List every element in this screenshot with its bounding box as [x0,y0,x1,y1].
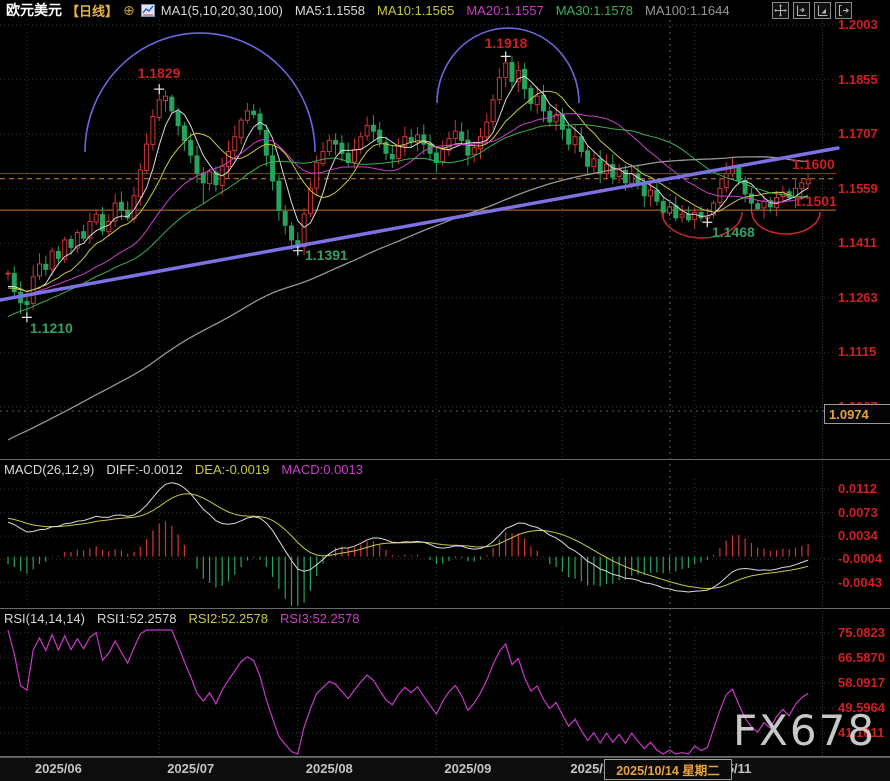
crosshair-date-box: 2025/10/14 星期二 [604,759,732,780]
macd-header-item: MACD(26,12,9) [4,462,95,477]
ma-value-label: MA100:1.1644 [645,2,730,18]
rsi-axis-tick: 58.0917 [838,675,885,690]
macd-axis-tick: -0.0004 [838,551,883,566]
level-price-label: 1.1600 [792,156,835,172]
ma-value-label: MA10:1.1565 [377,2,455,18]
macd-axis-tick: 0.0034 [838,528,878,544]
keypoint-label: 1.1829 [137,65,181,81]
auto-scale-icon[interactable] [814,2,831,19]
price-axis-tick: 1.2003 [838,17,878,32]
price-axis-tick: 1.1263 [838,289,878,305]
keypoint-label: 1.1391 [305,247,348,263]
watermark-logo: FX678 [733,706,877,755]
ma-value-label: MA5:1.1558 [294,2,365,18]
date-axis-label: 2025/08 [305,761,353,776]
rsi-header-item: RSI1:52.2578 [96,611,177,626]
rsi-axis-tick: 41.1011 [838,724,885,740]
symbol-name: 欧元美元 [6,2,62,18]
ma-value-label: MA20:1.1557 [466,2,544,18]
rsi-header-item: RSI3:52.2578 [279,611,360,626]
timeframe-label[interactable]: 【日线】 [66,3,119,19]
date-axis[interactable] [0,757,890,781]
rsi-axis-tick: 75.0823 [838,625,885,640]
rsi-header: RSI(14,14,14) RSI1:52.2578 RSI2:52.2578 RSI… [4,611,371,626]
macd-header: MACD(26,12,9) DIFF:-0.0012 DEA:-0.0019 MACD… [4,462,375,477]
ma-settings-label[interactable]: MA1(5,10,20,30,100) [160,2,283,18]
collapse-right-panel-icon[interactable] [835,2,852,19]
price-axis-tick: 1.1115 [838,344,877,360]
rsi-header-item: RSI2:52.2578 [188,611,268,626]
date-axis-label: 2025/06 [34,761,82,776]
ma-values: MA5:1.1558 MA10:1.1565 MA20:1.1557 MA30:1.1… [283,3,730,18]
crosshair-price-box: 1.0974 [824,404,890,424]
pan-move-icon[interactable] [772,2,789,19]
macd-axis-tick: 0.0112 [838,481,878,497]
keypoint-label: 1.1210 [30,320,73,336]
date-axis-label: 2025/09 [444,761,492,776]
keypoint-label: 1.1918 [484,35,528,51]
price-axis-tick: 1.1855 [838,71,878,87]
price-axis-tick: 1.1411 [838,235,878,251]
chart-header: 欧元美元 【日线】 ⊕ MA1(5,10,20,30,100) MA5:1.15… [0,0,890,20]
macd-header-item: MACD:0.0013 [281,462,363,477]
macd-header-item: DIFF:-0.0012 [106,462,183,477]
chart-style-icon[interactable] [140,3,155,17]
add-indicator-icon[interactable]: ⊕ [123,1,135,18]
macd-axis-tick: 0.0073 [838,504,878,520]
rsi-header-item: RSI(14,14,14) [4,611,85,626]
macd-header-item: DEA:-0.0019 [194,462,270,477]
level-price-label: 1.1501 [794,193,837,209]
price-axis-tick: 1.1559 [838,180,878,196]
ma-value-label: MA30:1.1578 [555,2,634,18]
rsi-axis-tick: 49.5964 [838,700,885,715]
chart-toolbar [772,2,852,19]
macd-axis-tick: -0.0043 [838,574,883,590]
keypoint-label: 1.1468 [712,224,755,240]
rsi-axis-tick: 66.5870 [838,650,885,665]
date-axis-label: 2025/07 [167,761,215,776]
x-axis-zoom-icon[interactable] [793,2,810,19]
price-axis-tick: 1.1707 [838,126,878,142]
